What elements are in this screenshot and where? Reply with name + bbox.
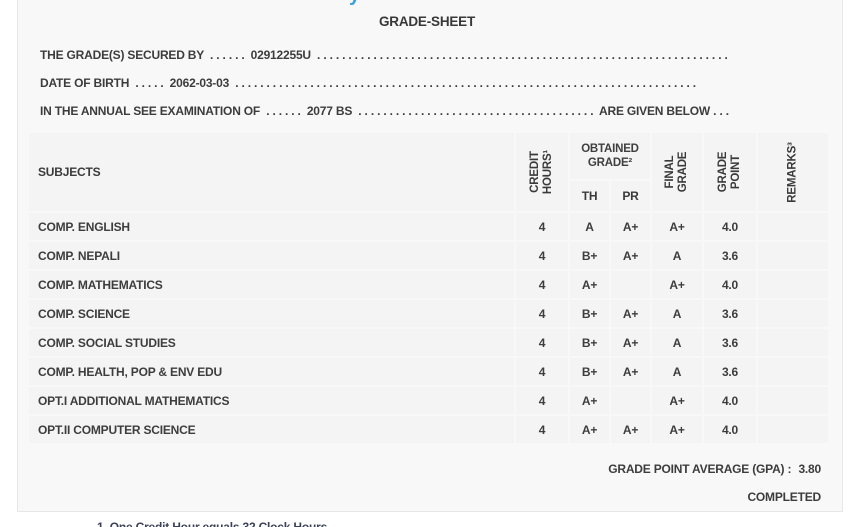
dob-value: 2062-03-03	[169, 76, 230, 90]
completion-status: COMPLETED	[747, 490, 821, 504]
dotted-leader: . . . . . . . . . . . . . . . . . . . . …	[358, 104, 594, 118]
credit-cell: 4	[516, 358, 568, 385]
credit-cell: 4	[516, 213, 568, 240]
th-grade-cell: A	[570, 213, 609, 240]
subject-cell: COMP. HEALTH, POP & ENV EDU	[29, 358, 514, 385]
subject-cell: COMP. MATHEMATICS	[29, 271, 514, 298]
col-header-final-grade: FINAL GRADE	[652, 133, 702, 211]
final-grade-cell: A+	[652, 416, 702, 443]
th-grade-cell: A+	[570, 416, 609, 443]
remarks-cell	[758, 358, 828, 385]
subject-cell: COMP. ENGLISH	[29, 213, 514, 240]
credit-cell: 4	[516, 416, 568, 443]
col-header-grade-point: GRADE POINT	[704, 133, 756, 211]
subject-cell: COMP. SCIENCE	[29, 300, 514, 327]
remarks-cell	[758, 300, 828, 327]
col-header-obtained-grade: OBTAINED GRADE² TH PR	[570, 133, 650, 211]
credit-cell: 4	[516, 329, 568, 356]
final-grade-cell: A	[652, 242, 702, 269]
col-header-credit-hours: CREDIT HOURS¹	[516, 133, 568, 211]
pr-grade-cell	[611, 271, 650, 298]
gpa-value: 3.80	[798, 462, 821, 476]
final-grade-cell: A	[652, 329, 702, 356]
grades-table: SUBJECTS CREDIT HOURS¹ OBTAINED GRADE² T…	[29, 133, 828, 443]
col-header-pr: PR	[611, 181, 650, 211]
dotted-leader: . . . . .	[135, 76, 164, 90]
credit-hour-footnote: 1. One Credit Hour equals 32 Clock Hours	[97, 520, 328, 527]
pr-grade-cell: A+	[611, 300, 650, 327]
exam-year-value: 2077 BS	[306, 104, 353, 118]
given-below-text: ARE GIVEN BELOW . . .	[599, 104, 729, 118]
symbol-number-value: 02912255U	[250, 48, 311, 62]
info-line-date-of-birth: DATE OF BIRTH . . . . . 2062-03-03 . . .…	[40, 76, 699, 90]
remarks-cell	[758, 271, 828, 298]
dotted-leader: . . . . . .	[266, 104, 301, 118]
final-grade-cell: A+	[652, 213, 702, 240]
subject-cell: OPT.II COMPUTER SCIENCE	[29, 416, 514, 443]
pr-grade-cell: A+	[611, 358, 650, 385]
credit-cell: 4	[516, 271, 568, 298]
remarks-cell	[758, 387, 828, 414]
col-header-subjects: SUBJECTS	[29, 133, 514, 211]
dotted-leader: . . . . . . . . . . . . . . . . . . . . …	[317, 48, 728, 62]
final-grade-cell: A	[652, 300, 702, 327]
pr-grade-cell: A+	[611, 329, 650, 356]
pr-grade-cell	[611, 387, 650, 414]
subject-cell: OPT.I ADDITIONAL MATHEMATICS	[29, 387, 514, 414]
credit-cell: 4	[516, 387, 568, 414]
gpa-label: GRADE POINT AVERAGE (GPA) :	[608, 462, 792, 476]
th-grade-cell: B+	[570, 358, 609, 385]
th-grade-cell: A+	[570, 271, 609, 298]
remarks-cell	[758, 213, 828, 240]
col-header-remarks: REMARKS³	[758, 133, 828, 211]
pr-grade-cell: A+	[611, 213, 650, 240]
final-grade-cell: A+	[652, 387, 702, 414]
col-header-th: TH	[570, 181, 609, 211]
remarks-cell	[758, 416, 828, 443]
grade-point-cell: 4.0	[704, 387, 756, 414]
secured-by-label: THE GRADE(S) SECURED BY	[40, 48, 204, 62]
remarks-cell	[758, 242, 828, 269]
final-grade-cell: A	[652, 358, 702, 385]
grade-point-cell: 3.6	[704, 242, 756, 269]
subject-cell: COMP. SOCIAL STUDIES	[29, 329, 514, 356]
grade-point-cell: 3.6	[704, 300, 756, 327]
remarks-cell	[758, 329, 828, 356]
grade-point-cell: 4.0	[704, 213, 756, 240]
page-title: GRADE-SHEET	[378, 14, 476, 29]
subject-cell: COMP. NEPALI	[29, 242, 514, 269]
pr-grade-cell: A+	[611, 242, 650, 269]
dotted-leader: . . . . . . . . . . . . . . . . . . . . …	[235, 76, 696, 90]
th-grade-cell: B+	[570, 242, 609, 269]
pr-grade-cell: A+	[611, 416, 650, 443]
th-grade-cell: A+	[570, 387, 609, 414]
gpa-summary: GRADE POINT AVERAGE (GPA) : 3.80	[608, 462, 821, 476]
info-line-secured-by: THE GRADE(S) SECURED BY . . . . . . 0291…	[40, 48, 731, 62]
grade-point-cell: 3.6	[704, 358, 756, 385]
dotted-leader: . . . . . .	[210, 48, 245, 62]
clipped-heading-fragment: y	[349, 0, 360, 7]
grade-point-cell: 4.0	[704, 416, 756, 443]
grade-point-cell: 4.0	[704, 271, 756, 298]
exam-label: IN THE ANNUAL SEE EXAMINATION OF	[40, 104, 261, 118]
grade-point-cell: 3.6	[704, 329, 756, 356]
info-line-examination: IN THE ANNUAL SEE EXAMINATION OF . . . .…	[40, 104, 729, 118]
final-grade-cell: A+	[652, 271, 702, 298]
th-grade-cell: B+	[570, 329, 609, 356]
dob-label: DATE OF BIRTH	[40, 76, 130, 90]
credit-cell: 4	[516, 242, 568, 269]
credit-cell: 4	[516, 300, 568, 327]
th-grade-cell: B+	[570, 300, 609, 327]
